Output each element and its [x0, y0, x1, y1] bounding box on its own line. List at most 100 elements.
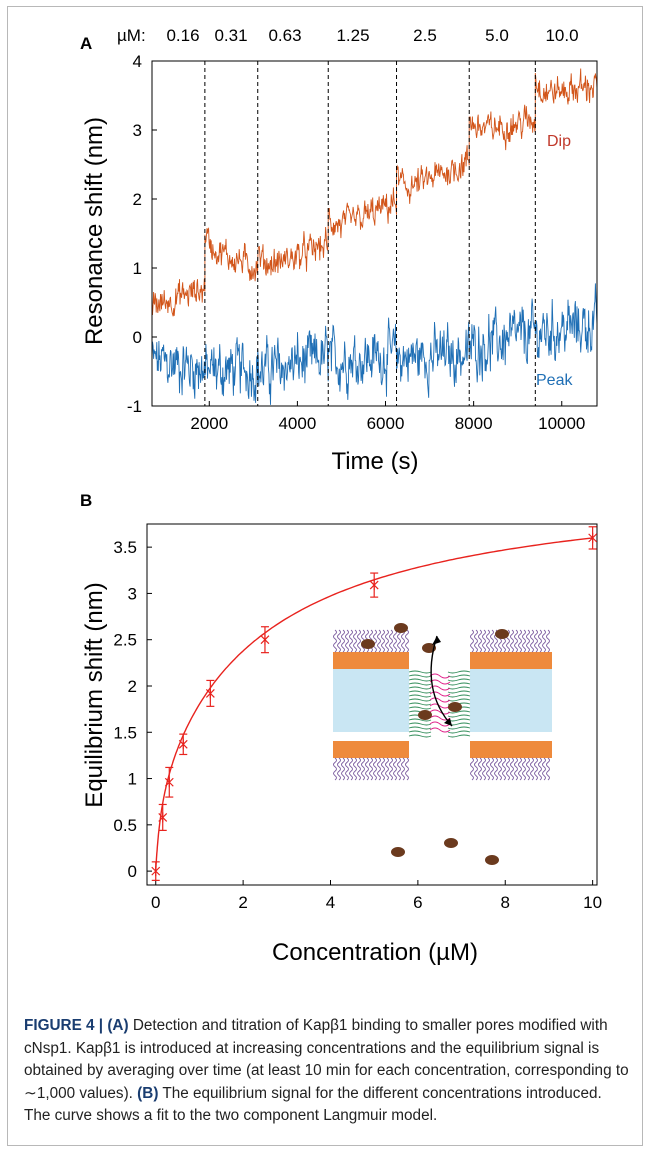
kap-particle	[495, 629, 509, 639]
data-point	[151, 861, 161, 881]
caption-figure-label: FIGURE 4 |	[24, 1017, 104, 1034]
polymer-strand	[389, 629, 393, 653]
polymer-strand	[478, 757, 482, 781]
polymer-strand	[337, 629, 341, 653]
pore-strand-center	[429, 709, 451, 715]
polymer-strand	[381, 629, 385, 653]
polymer-strand	[474, 629, 478, 653]
y-tick-label: 0	[128, 862, 137, 881]
panel-a-label: A	[80, 34, 92, 53]
data-points	[151, 526, 598, 881]
polymer-strand	[474, 757, 478, 781]
pore-strand-center	[429, 727, 451, 733]
polymer-strand	[345, 629, 349, 653]
coating-bottom-left	[333, 741, 409, 758]
pore-strand	[447, 726, 471, 730]
coating-top-left	[333, 652, 409, 669]
y-tick-label: 1	[133, 259, 142, 278]
pore-strand	[408, 730, 432, 734]
data-point	[205, 679, 215, 707]
polymer-strand	[345, 757, 349, 781]
y-tick-label: 1.5	[113, 723, 137, 742]
kap-particles	[361, 623, 509, 865]
polymer-strand	[510, 629, 514, 653]
polymer-strand	[514, 629, 518, 653]
y-tick-label: 3	[128, 584, 137, 603]
pore-strand	[408, 734, 432, 738]
data-point	[588, 526, 598, 550]
concentration-label: 1.25	[336, 26, 369, 45]
dip-trace	[151, 68, 598, 317]
polymer-strand	[526, 629, 530, 653]
plot-a-frame	[151, 60, 598, 407]
concentration-label: 0.16	[166, 26, 199, 45]
pore-strand	[408, 670, 432, 674]
data-point	[260, 626, 270, 654]
polymer-strand	[506, 757, 510, 781]
x-tick-label: 10000	[538, 414, 585, 433]
polymer-strand	[373, 757, 377, 781]
pore-strand	[408, 694, 432, 698]
polymer-strand	[522, 629, 526, 653]
x-tick-label: 8	[501, 893, 510, 912]
polymer-strand	[538, 757, 542, 781]
caption-a-label: (A)	[107, 1017, 129, 1034]
pore-strand-center	[429, 679, 451, 685]
polymer-strand	[385, 629, 389, 653]
data-point	[164, 766, 174, 798]
x-tick-label: 10	[583, 893, 602, 912]
pore-strand	[408, 722, 432, 726]
polymer-strand	[486, 757, 490, 781]
y-tick-label: 2	[128, 677, 137, 696]
pore-strand	[447, 698, 471, 702]
kap-particle	[418, 710, 432, 720]
polymer-strand	[530, 629, 534, 653]
arrow-head-up-icon	[432, 636, 441, 645]
plot-a-ticks: 2000 4000 6000 8000 10000 -1 0 1 2 3 4	[127, 52, 586, 433]
polymer-strand	[502, 757, 506, 781]
polymer-strand	[490, 629, 494, 653]
pore-strand	[408, 718, 432, 722]
pore-strand	[408, 706, 432, 710]
polymer-strand	[482, 757, 486, 781]
concentration-labels: 0.16 0.31 0.63 1.25 2.5 5.0 10.0	[166, 26, 578, 45]
polymer-strand	[333, 757, 337, 781]
polymer-strand	[530, 757, 534, 781]
plot-a-x-axis-label: Time (s)	[331, 448, 418, 475]
polymer-strand	[542, 757, 546, 781]
polymer-strand	[341, 757, 345, 781]
polymer-strand	[385, 757, 389, 781]
polymer-strand	[482, 629, 486, 653]
pore-strand	[408, 690, 432, 694]
injection-lines	[204, 61, 536, 406]
peak-series-label: Peak	[536, 372, 573, 389]
x-tick-label: 6	[413, 893, 422, 912]
trace-line	[151, 283, 598, 405]
pore-strand	[447, 674, 471, 678]
data-point	[369, 572, 379, 598]
kap-particle	[448, 702, 462, 712]
polymer-strand	[389, 757, 393, 781]
figure-caption: FIGURE 4 | (A) Detection and titration o…	[24, 1015, 630, 1128]
y-tick-label: 3	[133, 121, 142, 140]
plot-a-y-axis-label: Resonance shift (nm)	[81, 117, 108, 345]
pore-strand-center	[429, 703, 451, 709]
kap-particle	[422, 643, 436, 653]
polymer-strand	[349, 629, 353, 653]
polymer-strand	[494, 757, 498, 781]
pore-strand-center	[429, 691, 451, 697]
transport-arrow	[430, 635, 453, 727]
polymer-strand	[478, 629, 482, 653]
pore-strand	[408, 674, 432, 678]
y-tick-label: -1	[127, 397, 142, 416]
polymer-strand	[470, 757, 474, 781]
y-tick-label: 2.5	[113, 631, 137, 650]
coating-top-right	[470, 652, 552, 669]
polymer-strand	[526, 757, 530, 781]
pore-strand	[447, 718, 471, 722]
polymer-strand	[510, 757, 514, 781]
concentration-label: 5.0	[485, 26, 509, 45]
polymer-strand	[357, 757, 361, 781]
arrow-head-down-icon	[444, 718, 452, 726]
caption-b-text: The equilibrium signal for the different…	[24, 1084, 602, 1125]
